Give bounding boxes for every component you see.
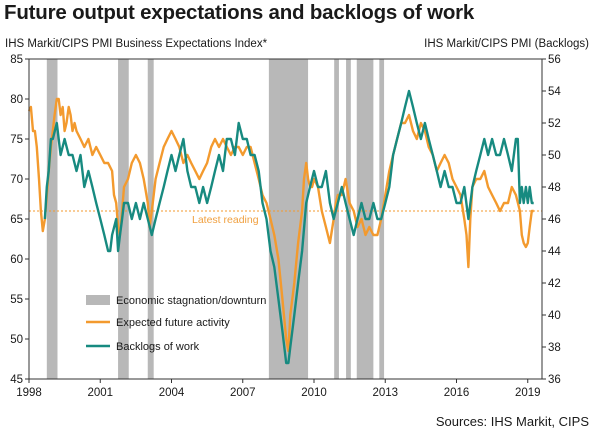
latest-reading-label: Latest reading (192, 214, 259, 226)
left-tick-label: 45 (10, 374, 23, 386)
right-tick-label: 36 (548, 374, 561, 386)
legend-label-backlogs: Backlogs of work (116, 341, 200, 353)
x-tick-label: 2001 (87, 387, 113, 399)
right-tick-label: 50 (548, 150, 561, 162)
right-tick-label: 42 (548, 278, 561, 290)
series-line-backlogs-of-work (43, 89, 534, 365)
right-tick-label: 52 (548, 118, 561, 130)
x-tick-label: 2013 (372, 387, 398, 399)
downturn-shade-4 (334, 59, 339, 379)
x-axis-ticks: 1998 2001 2004 2007 2010 2013 2016 2019 (16, 379, 541, 399)
left-axis-ticks: 45 50 55 60 65 70 75 80 85 (10, 54, 29, 386)
reference-line-group: Latest reading (29, 210, 542, 226)
source-note: Sources: IHS Markit, CIPS (436, 414, 589, 429)
legend-swatch-shade (86, 295, 110, 305)
left-tick-label: 65 (10, 214, 23, 226)
right-axis-ticks: 36 38 40 42 44 46 48 50 52 54 56 (542, 54, 561, 386)
right-tick-label: 48 (548, 182, 561, 194)
x-tick-label: 2016 (444, 387, 470, 399)
left-tick-label: 60 (10, 254, 23, 266)
left-tick-label: 70 (10, 174, 23, 186)
right-tick-label: 56 (548, 54, 561, 66)
right-tick-label: 38 (548, 342, 561, 354)
chart-title: Future output expectations and backlogs … (4, 1, 475, 24)
x-tick-label: 2004 (159, 387, 185, 399)
left-tick-label: 75 (10, 134, 23, 146)
downturn-shade-1 (118, 59, 129, 379)
legend-label-shade: Economic stagnation/downturn (116, 295, 266, 307)
legend-label-expected: Expected future activity (116, 317, 230, 329)
downturn-shade-0 (46, 59, 58, 379)
series-lines-group (27, 89, 534, 365)
legend: Economic stagnation/downturn Expected fu… (86, 295, 266, 353)
right-tick-label: 44 (548, 246, 561, 258)
x-tick-label: 1998 (16, 387, 42, 399)
x-tick-label: 2019 (515, 387, 541, 399)
x-tick-label: 2010 (301, 387, 327, 399)
left-tick-label: 85 (10, 54, 23, 66)
series-line-expected-future-activity (27, 97, 534, 353)
left-axis-label: IHS Markit/CIPS PMI Business Expectation… (5, 38, 268, 50)
right-tick-label: 54 (548, 86, 561, 98)
x-tick-label: 2007 (230, 387, 256, 399)
right-axis-label: IHS Markit/CIPS PMI (Backlogs) (424, 38, 589, 50)
left-tick-label: 55 (10, 294, 23, 306)
left-tick-label: 50 (10, 334, 23, 346)
left-tick-label: 80 (10, 94, 23, 106)
right-tick-label: 40 (548, 310, 561, 322)
right-tick-label: 46 (548, 214, 561, 226)
